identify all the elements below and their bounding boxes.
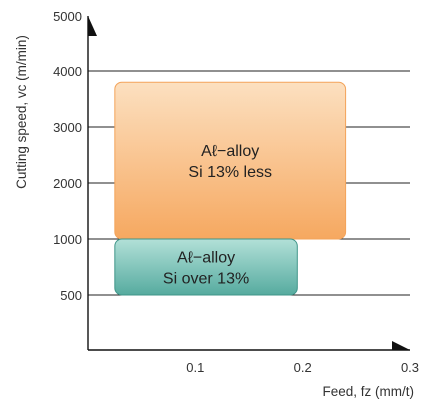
y-tick-label: 500: [60, 288, 82, 303]
y-axis-arrow-icon: [88, 16, 97, 36]
region-label: Aℓ−alloy: [177, 250, 235, 267]
x-axis-label: Feed, fz (mm/t): [322, 384, 414, 399]
axes: [87, 16, 410, 351]
region-al-alloy-si-over-13: [114, 238, 298, 296]
y-tick-label: 2000: [53, 176, 82, 191]
x-tick-label: 0.2: [294, 360, 312, 375]
y-tick-label: 4000: [53, 64, 82, 79]
region-al-alloy-si-13-less: [114, 81, 347, 240]
y-axis-label: Cutting speed, vc (m/min): [14, 35, 29, 189]
y-tick-label: 1000: [53, 232, 82, 247]
tick-labels: 5000 4000 3000 2000 1000 500 0.1 0.2 0.3: [53, 9, 419, 375]
x-tick-label: 0.3: [401, 360, 419, 375]
x-axis-arrow-icon: [392, 341, 410, 350]
y-tick-label: 5000: [53, 9, 82, 24]
y-tick-label: 3000: [53, 120, 82, 135]
region-label: Si over 13%: [163, 271, 249, 288]
x-tick-label: 0.1: [186, 360, 204, 375]
region-label: Si 13% less: [188, 164, 272, 181]
region-label: Aℓ−alloy: [201, 143, 259, 160]
regions: Aℓ−alloy Si 13% less Aℓ−alloy Si over 13%: [114, 81, 347, 296]
